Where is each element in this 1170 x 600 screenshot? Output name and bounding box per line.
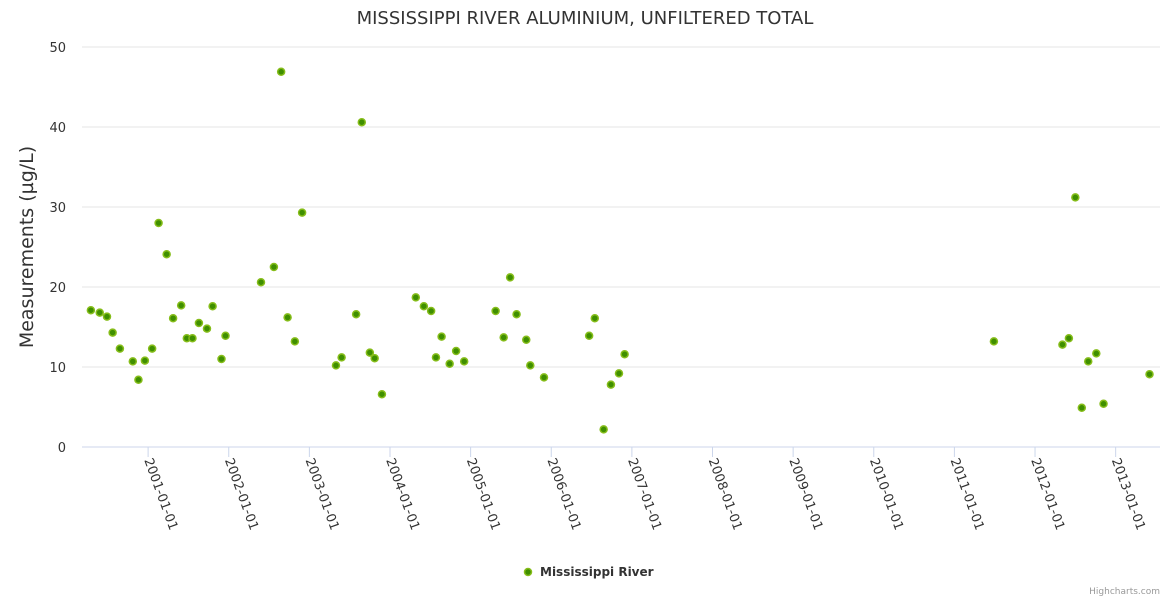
data-point[interactable] [1083, 357, 1093, 366]
data-point[interactable] [351, 309, 361, 319]
data-point[interactable] [590, 313, 600, 323]
data-point[interactable] [419, 301, 429, 311]
data-point[interactable] [217, 354, 226, 364]
x-tick-label: 2002-01-01 [221, 456, 261, 532]
data-point[interactable] [431, 353, 441, 362]
x-tick-label: 2007-01-01 [624, 456, 664, 532]
data-point[interactable] [221, 331, 230, 341]
y-axis-label: Measurements (µg/L) [16, 146, 38, 348]
data-point[interactable] [505, 273, 515, 282]
data-point[interactable] [614, 369, 624, 378]
data-point[interactable] [1077, 403, 1087, 413]
legend-label: Mississippi River [540, 565, 654, 579]
data-point[interactable] [499, 333, 508, 342]
data-point[interactable] [331, 361, 341, 370]
data-point[interactable] [1099, 399, 1108, 409]
x-tick-label: 2008-01-01 [705, 456, 745, 532]
data-point[interactable] [989, 337, 999, 346]
data-point[interactable] [256, 277, 266, 287]
y-tick-label: 0 [58, 441, 66, 456]
x-tick-label: 2009-01-01 [785, 456, 825, 532]
data-point[interactable] [620, 349, 629, 359]
x-tick-label: 2010-01-01 [866, 456, 906, 532]
x-tick-label: 2004-01-01 [382, 456, 422, 532]
y-tick-label: 30 [49, 201, 66, 216]
data-point[interactable] [95, 308, 104, 317]
x-axis: 2001-01-01 2002-01-01 2003-01-01 2004-01-01… [140, 447, 1148, 532]
y-tick-label: 20 [49, 281, 66, 296]
legend-marker [523, 567, 533, 577]
data-point[interactable] [606, 380, 616, 389]
y-tick-label: 50 [49, 41, 66, 56]
data-point[interactable] [86, 305, 96, 315]
series-mississippi-river [86, 67, 1154, 434]
data-point[interactable] [445, 359, 454, 369]
data-point[interactable] [426, 306, 436, 316]
x-tick-label: 2001-01-01 [140, 456, 180, 532]
data-point[interactable] [539, 373, 549, 382]
data-point[interactable] [365, 348, 375, 357]
data-point[interactable] [584, 331, 594, 341]
data-point[interactable] [491, 306, 500, 316]
data-point[interactable] [1092, 349, 1101, 358]
data-point[interactable] [115, 344, 125, 353]
data-point[interactable] [297, 208, 307, 217]
data-point[interactable] [290, 337, 300, 346]
data-point[interactable] [357, 117, 367, 127]
data-point[interactable] [102, 312, 112, 321]
data-point[interactable] [337, 353, 346, 362]
data-point[interactable] [134, 375, 143, 385]
x-tick-label: 2013-01-01 [1108, 456, 1148, 532]
x-tick-label: 2012-01-01 [1027, 456, 1067, 532]
data-point[interactable] [451, 346, 461, 356]
data-point[interactable] [370, 353, 379, 363]
data-point[interactable] [526, 361, 535, 370]
data-point[interactable] [459, 357, 469, 366]
data-point[interactable] [208, 301, 217, 311]
data-point[interactable] [377, 389, 387, 399]
data-point[interactable] [162, 249, 171, 259]
data-point[interactable] [1058, 340, 1067, 349]
data-point[interactable] [283, 313, 292, 322]
x-tick-label: 2003-01-01 [302, 456, 342, 532]
x-tick-label: 2011-01-01 [947, 456, 987, 532]
data-point[interactable] [522, 335, 531, 345]
y-tick-label: 10 [49, 361, 66, 376]
data-point[interactable] [188, 333, 197, 343]
data-point[interactable] [202, 324, 212, 333]
data-point[interactable] [1064, 333, 1074, 343]
y-tick-label: 40 [49, 121, 66, 136]
data-point[interactable] [1145, 369, 1154, 379]
data-point[interactable] [168, 313, 178, 323]
data-point[interactable] [108, 328, 117, 337]
x-tick-label: 2005-01-01 [463, 456, 503, 532]
data-point[interactable] [147, 344, 157, 353]
data-point[interactable] [128, 357, 138, 366]
chart-title: MISSISSIPPI RIVER ALUMINIUM, UNFILTERED … [357, 8, 814, 29]
x-tick-label: 2006-01-01 [543, 456, 583, 532]
credit-link[interactable]: Highcharts.com [1089, 587, 1160, 597]
data-point[interactable] [154, 218, 163, 228]
legend-item[interactable]: Mississippi River [523, 565, 654, 579]
data-point[interactable] [437, 332, 446, 341]
data-point[interactable] [194, 318, 204, 328]
data-point[interactable] [140, 356, 150, 365]
data-point[interactable] [1071, 193, 1080, 202]
data-point[interactable] [599, 425, 608, 434]
data-point[interactable] [176, 301, 186, 310]
data-point[interactable] [512, 309, 521, 319]
data-point[interactable] [269, 262, 279, 272]
data-point[interactable] [276, 67, 286, 77]
gridlines: 0 10 20 30 40 50 [49, 41, 1160, 456]
data-point[interactable] [411, 293, 421, 302]
